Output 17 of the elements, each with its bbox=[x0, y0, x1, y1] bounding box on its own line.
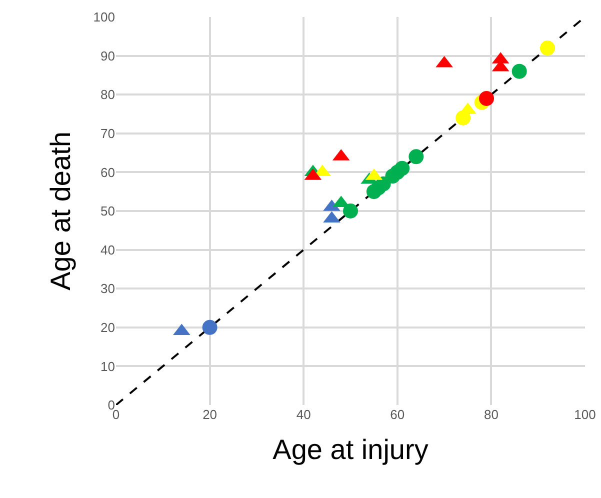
y-tick-label: 30 bbox=[100, 281, 115, 296]
x-tick-label: 40 bbox=[296, 407, 311, 422]
x-tick-label: 20 bbox=[202, 407, 218, 422]
y-tick-label: 50 bbox=[100, 204, 115, 219]
y-tick-label: 40 bbox=[100, 242, 115, 258]
y-axis-title: Age at death bbox=[44, 132, 76, 290]
y-tick-label: 80 bbox=[100, 87, 115, 102]
y-tick-label: 10 bbox=[100, 358, 115, 374]
x-axis-title: Age at injury bbox=[272, 434, 428, 466]
y-tick-label: 100 bbox=[93, 10, 115, 25]
x-tick-label: 80 bbox=[484, 407, 498, 422]
x-tick-label: 100 bbox=[574, 407, 596, 422]
y-tick-label: 20 bbox=[100, 320, 115, 335]
y-tick-label: 60 bbox=[100, 164, 115, 180]
x-tick-label: 60 bbox=[390, 407, 405, 422]
y-tick-label: 90 bbox=[100, 48, 115, 64]
y-tick-label: 70 bbox=[100, 126, 115, 141]
